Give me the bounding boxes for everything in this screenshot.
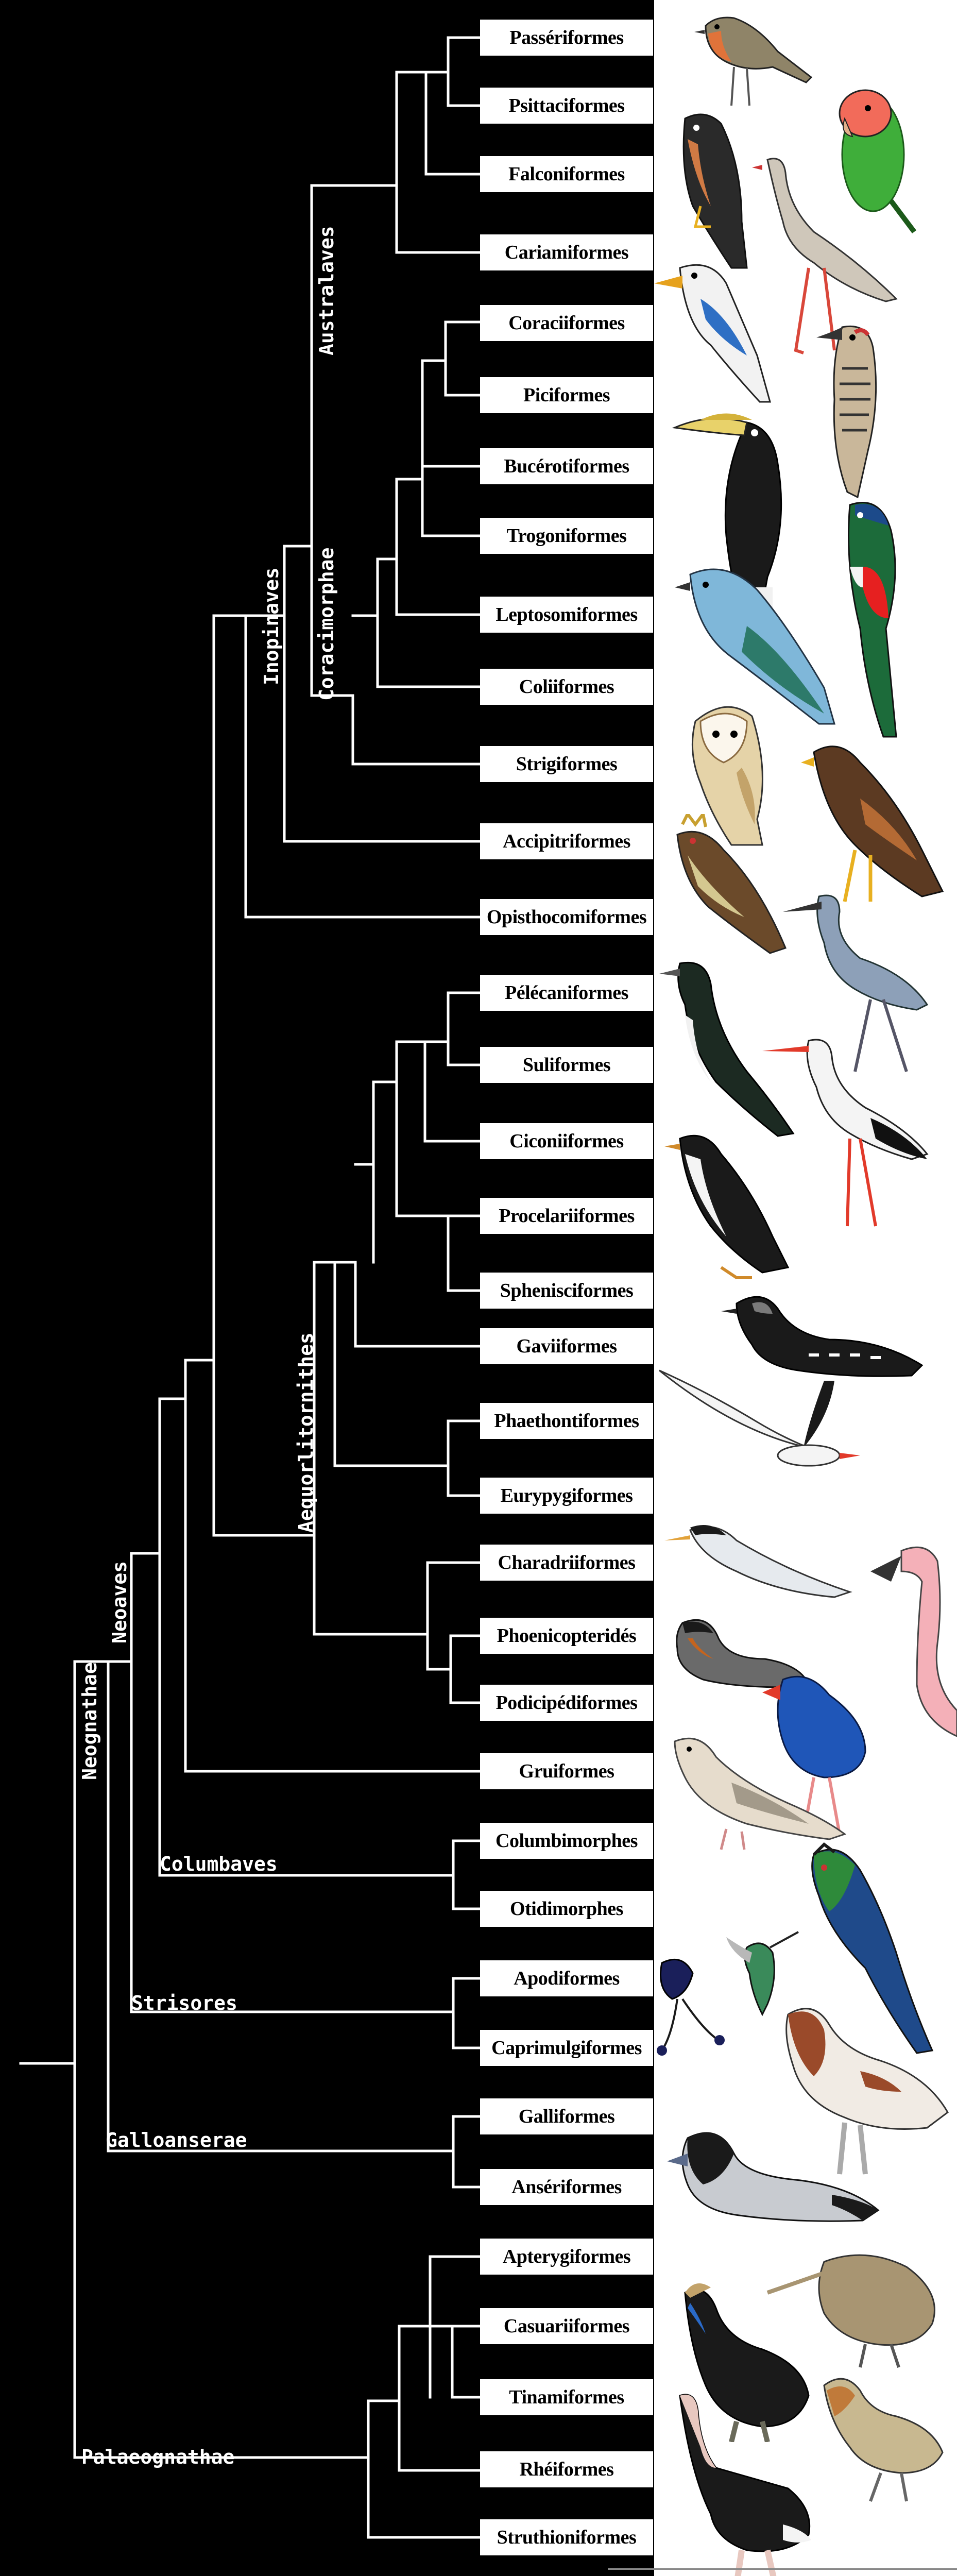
order-label-apodiformes: Apodiformes (480, 1960, 653, 1996)
clade-label-coracimorphae: Coracimorphae (315, 547, 338, 701)
barn-owl-icon (691, 706, 763, 846)
heron-icon (783, 894, 929, 1072)
order-label-eurypygiformes: Eurypygiformes (480, 1478, 653, 1514)
flamingo-icon (870, 1546, 957, 1737)
woodpecker-icon (816, 325, 877, 499)
lovebird-icon (839, 89, 916, 233)
order-label-caprimulgiformes: Caprimulgiformes (480, 2030, 653, 2066)
order-label-ciconiiformes: Ciconiiformes (480, 1123, 653, 1159)
order-label-pelecaniformes: Pélécaniformes (480, 975, 653, 1011)
bird-of-paradise-icon (657, 1958, 725, 2056)
order-label-galliformes: Galliformes (480, 2098, 653, 2134)
hummingbird-icon (726, 1931, 799, 2016)
grouse-icon (785, 2008, 949, 2175)
order-label-suliformes: Suliformes (480, 1047, 653, 1083)
bottom-rule (608, 2568, 957, 2570)
clade-label-aequorlitornithes: Aequorlitornithes (295, 1332, 317, 1533)
order-label-tinamiformes: Tinamiformes (480, 2379, 653, 2415)
order-label-bucerotiformes: Bucérotiformes (480, 448, 653, 484)
tinamou-icon (823, 2378, 944, 2502)
hawk-icon (801, 745, 944, 902)
dove-icon (674, 1737, 847, 1850)
clade-label-palaeognathae: Palaeognathae (81, 2446, 235, 2468)
trogon-icon (848, 502, 897, 738)
roller-icon (675, 568, 835, 725)
falcon-icon (682, 113, 748, 269)
order-label-otidimorphes: Otidimorphes (480, 1891, 653, 1927)
order-label-trogoniformes: Trogoniformes (480, 518, 653, 554)
kingfisher-icon (654, 264, 771, 403)
turaco-icon (811, 1842, 934, 2054)
order-label-podicipediformes: Podicipédiformes (480, 1685, 653, 1721)
order-label-procelariiformes: Procelariiformes (480, 1198, 653, 1234)
clade-label-australaves: Australaves (315, 226, 338, 355)
order-label-anseriformes: Ansériformes (480, 2169, 653, 2205)
order-label-coraciiformes: Coraciiformes (480, 305, 653, 341)
order-label-psittaciformes: Psittaciformes (480, 88, 653, 124)
scaup-icon (667, 2132, 880, 2222)
order-label-struthioniformes: Struthioniformes (480, 2519, 653, 2555)
order-label-charadriiformes: Charadriiformes (480, 1545, 653, 1581)
order-label-accipitriformes: Accipitriformes (480, 823, 653, 859)
cladogram-tree (19, 36, 482, 2539)
order-label-coliiformes: Coliiformes (480, 669, 653, 705)
cormorant-icon (659, 961, 795, 1137)
stork-icon (762, 1039, 929, 1227)
tern-icon (664, 1525, 852, 1598)
order-label-phoenicopterides: Phoenicopteridés (480, 1618, 653, 1654)
order-label-gaviiformes: Gaviiformes (480, 1328, 653, 1364)
order-label-leptosomiformes: Leptosomiformes (480, 597, 653, 633)
kiwi-icon (766, 2254, 935, 2368)
clade-label-neognathae: Neognathae (78, 1662, 101, 1780)
order-label-gruiformes: Gruiformes (480, 1753, 653, 1789)
order-label-strigiformes: Strigiformes (480, 746, 653, 782)
ostrich-icon (679, 2394, 811, 2576)
order-label-columbimorphes: Columbimorphes (480, 1823, 653, 1859)
order-label-piciformes: Piciformes (480, 377, 653, 413)
order-label-casuariiformes: Casuariiformes (480, 2308, 653, 2344)
order-label-apterygiformes: Apterygiformes (480, 2239, 653, 2275)
order-label-phaethontiformes: Phaethontiformes (480, 1403, 653, 1439)
loon-icon (721, 1296, 924, 1377)
clade-label-neoaves: Neoaves (108, 1561, 131, 1643)
order-label-cariamiformes: Cariamiformes (480, 234, 653, 270)
cassowary-icon (684, 2283, 810, 2442)
tropicbird-icon (659, 1369, 860, 1467)
robin-icon (694, 16, 813, 106)
order-label-rheiformes: Rhéiformes (480, 2451, 653, 2487)
order-label-opisthocomiformes: Opisthocomiformes (480, 899, 653, 935)
clade-label-strisores: Strisores (131, 1992, 237, 2014)
clade-label-inopinaves: Inopinaves (260, 567, 283, 685)
order-label-passeriformes: Passériformes (480, 20, 653, 56)
order-label-sphenisciformes: Sphenisciformes (480, 1273, 653, 1309)
penguin-icon (664, 1134, 790, 1279)
clade-label-galloanserae: Galloanserae (106, 2129, 247, 2151)
order-label-falconiformes: Falconiformes (480, 156, 653, 192)
clade-label-columbaves: Columbaves (160, 1853, 278, 1875)
hoatzin-icon (676, 814, 787, 954)
